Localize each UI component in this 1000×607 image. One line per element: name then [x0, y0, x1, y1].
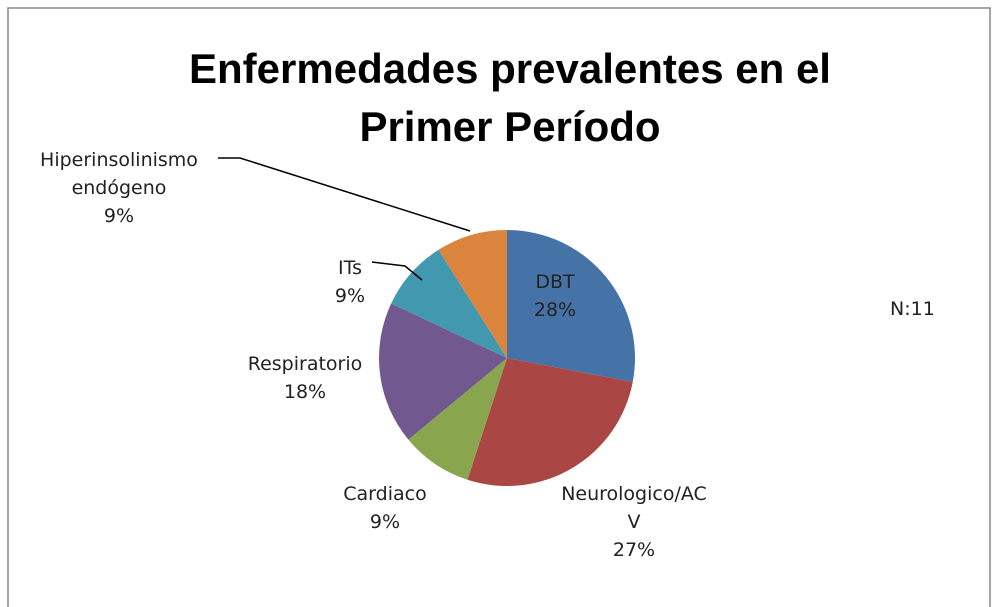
slice-label: ITs 9% — [310, 254, 390, 310]
leader-line — [371, 261, 423, 281]
slice-label: Neurologico/ACV 27% — [560, 480, 708, 564]
pie-slice — [438, 230, 507, 358]
slice-label: Hiperinsolinismo endógeno 9% — [40, 146, 198, 230]
value-label: 18% — [283, 381, 327, 403]
category-label: ITs — [338, 257, 362, 279]
slice-label: Cardiaco 9% — [320, 480, 450, 536]
value-label: 27% — [612, 539, 656, 561]
pie-slice — [507, 230, 636, 382]
category-label: Neurologico/ACV — [561, 483, 707, 533]
value-label: 9% — [103, 205, 135, 227]
pie-slice — [408, 358, 507, 480]
slice-label: DBT 28% — [515, 268, 595, 324]
pie-slice — [391, 249, 507, 358]
value-label: 9% — [369, 511, 401, 533]
category-label: Cardiaco — [343, 483, 427, 505]
pie — [379, 230, 636, 486]
slice-label: Respiratorio 18% — [225, 350, 385, 406]
pie-slice — [379, 303, 507, 440]
leader-line — [218, 157, 471, 232]
category-label: Hiperinsolinismo endógeno — [40, 149, 198, 199]
pie-slice — [467, 358, 633, 486]
chart-title: Enfermedades prevalentes en el Primer Pe… — [189, 45, 831, 150]
category-label: Respiratorio — [247, 353, 363, 375]
annotation: N:11 — [890, 298, 935, 320]
value-label: 9% — [334, 285, 366, 307]
value-label: 28% — [533, 299, 577, 321]
category-label: DBT — [535, 271, 575, 293]
